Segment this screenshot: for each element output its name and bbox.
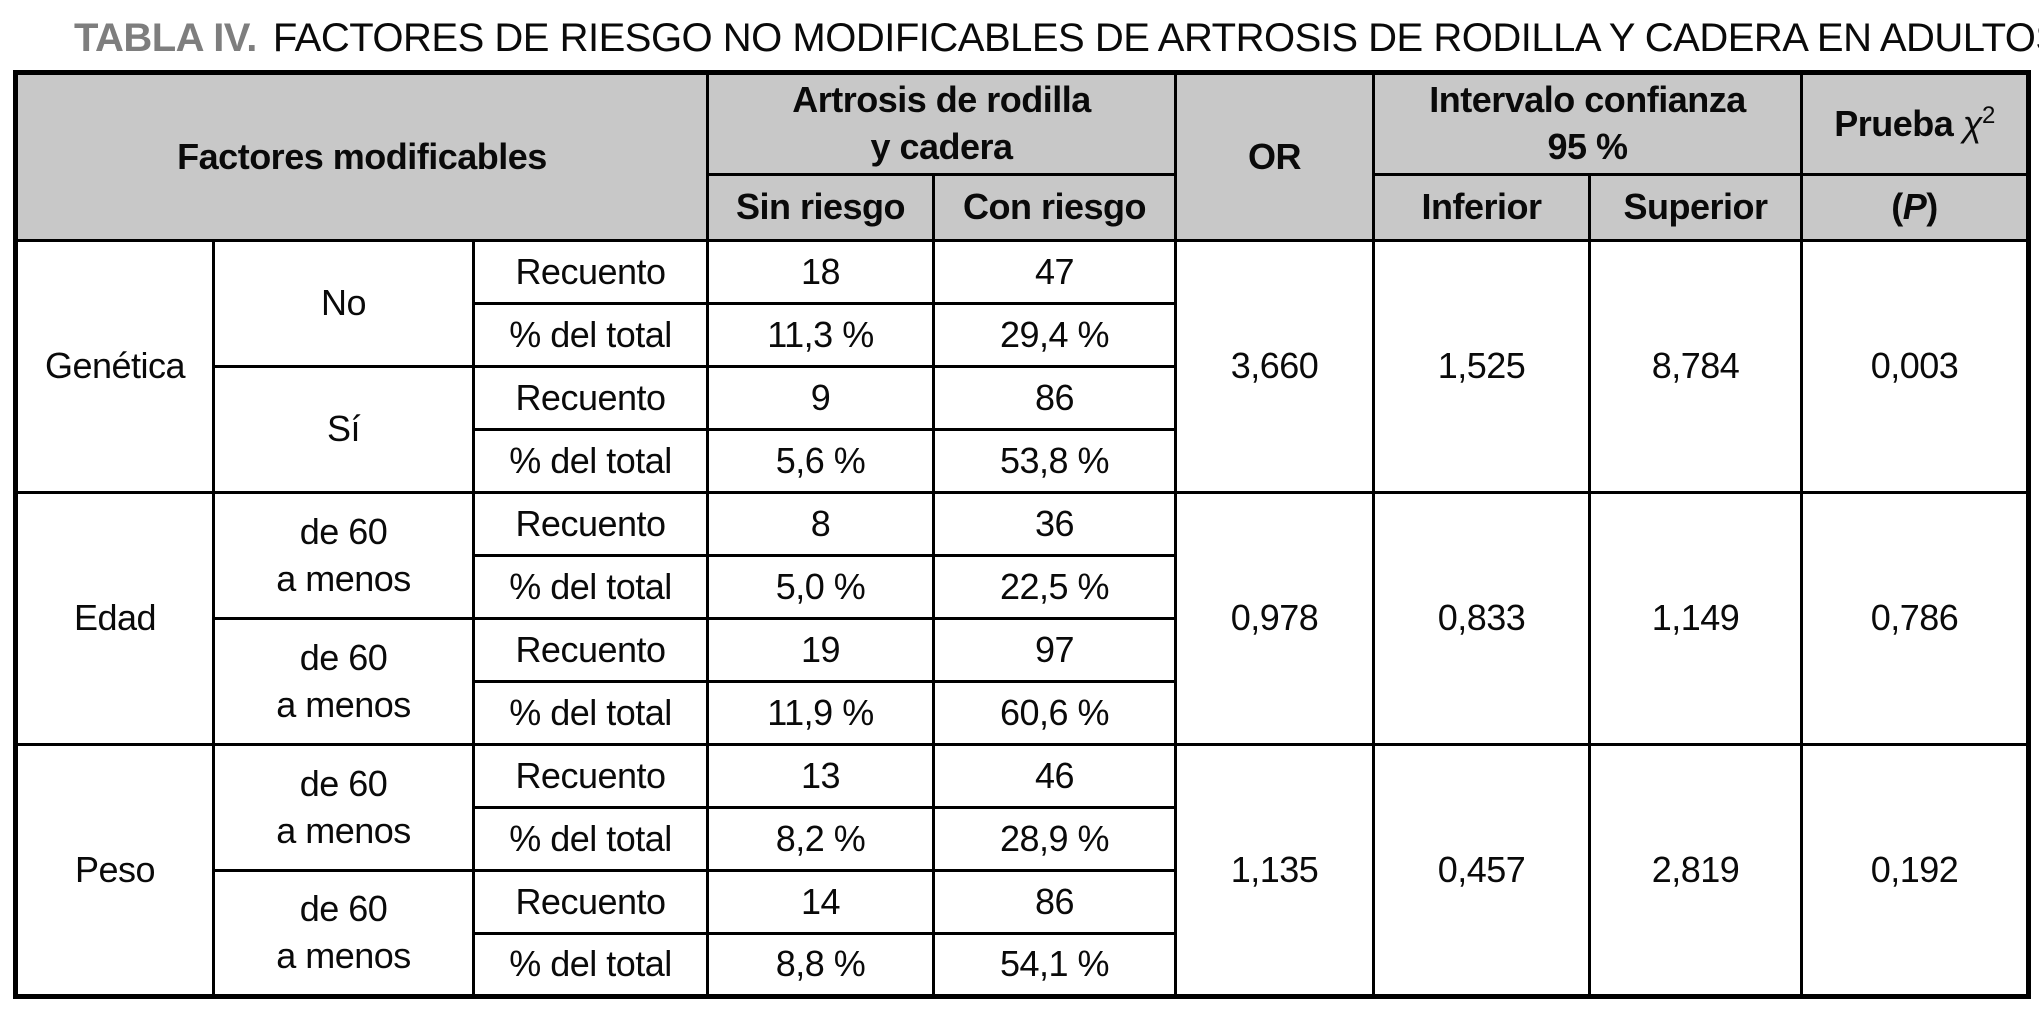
value-sin-riesgo: 13 (706, 743, 935, 809)
header-or: OR (1174, 71, 1376, 242)
value-sin-riesgo: 11,9 % (706, 680, 935, 746)
header-inferior: Inferior (1372, 173, 1592, 242)
p-value: 0,192 (1800, 743, 2031, 998)
p-value: 0,786 (1800, 491, 2031, 746)
factor-name-edad: Edad (14, 491, 215, 746)
p-letter: P (1902, 186, 1927, 228)
value-con-riesgo: 28,9 % (931, 806, 1178, 872)
row-label-pct: % del total (472, 932, 709, 998)
group-label: de 60 a menos (212, 869, 475, 998)
p-paren-open: ( (1891, 186, 1903, 228)
header-superior: Superior (1588, 173, 1804, 242)
row-label-recuento: Recuento (472, 365, 709, 431)
prueba-label: Prueba (1834, 102, 1963, 144)
value-sin-riesgo: 5,0 % (706, 554, 935, 620)
value-con-riesgo: 46 (931, 743, 1178, 809)
value-sin-riesgo: 8,8 % (706, 932, 935, 998)
row-label-recuento: Recuento (472, 617, 709, 683)
value-con-riesgo: 47 (931, 239, 1178, 305)
ci-superior-value: 8,784 (1588, 239, 1804, 494)
ci-inferior-value: 1,525 (1372, 239, 1592, 494)
ci-inferior-value: 0,833 (1372, 491, 1592, 746)
row-label-pct: % del total (472, 428, 709, 494)
value-con-riesgo: 53,8 % (931, 428, 1178, 494)
ci-inferior-value: 0,457 (1372, 743, 1592, 998)
p-value: 0,003 (1800, 239, 2031, 494)
row-label-recuento: Recuento (472, 491, 709, 557)
p-paren-close: ) (1926, 186, 1938, 228)
value-sin-riesgo: 5,6 % (706, 428, 935, 494)
row-label-pct: % del total (472, 302, 709, 368)
factor-name-peso: Peso (14, 743, 215, 998)
group-label: de 60 a menos (212, 617, 475, 746)
table-caption: TABLA IV. FACTORES DE RIESGO NO MODIFICAB… (0, 0, 2039, 60)
row-label-recuento: Recuento (472, 239, 709, 305)
chi-symbol: χ (1962, 102, 1983, 144)
or-value: 0,978 (1174, 491, 1376, 746)
group-label: de 60 a menos (212, 491, 475, 620)
value-sin-riesgo: 8 (706, 491, 935, 557)
header-factores-modificables: Factores modificables (14, 71, 709, 242)
row-label-pct: % del total (472, 806, 709, 872)
ci-superior-value: 2,819 (1588, 743, 1804, 998)
or-value: 3,660 (1174, 239, 1376, 494)
header-p-value: (P) (1800, 173, 2031, 242)
value-sin-riesgo: 9 (706, 365, 935, 431)
header-prueba-chi2: Prueba χ2 (1800, 71, 2031, 176)
value-con-riesgo: 97 (931, 617, 1178, 683)
table-number-label: TABLA IV. (74, 16, 257, 60)
group-label: de 60 a menos (212, 743, 475, 872)
or-value: 1,135 (1174, 743, 1376, 998)
header-con-riesgo: Con riesgo (931, 173, 1178, 242)
row-label-recuento: Recuento (472, 743, 709, 809)
value-sin-riesgo: 11,3 % (706, 302, 935, 368)
value-sin-riesgo: 18 (706, 239, 935, 305)
row-label-pct: % del total (472, 680, 709, 746)
value-con-riesgo: 86 (931, 365, 1178, 431)
value-con-riesgo: 54,1 % (931, 932, 1178, 998)
value-con-riesgo: 60,6 % (931, 680, 1178, 746)
factor-name-genetica: Genética (14, 239, 215, 494)
group-label: No (212, 239, 475, 368)
header-artrosis-rodilla-cadera: Artrosis de rodilla y cadera (705, 71, 1178, 176)
value-sin-riesgo: 19 (706, 617, 935, 683)
value-con-riesgo: 29,4 % (931, 302, 1178, 368)
value-sin-riesgo: 14 (706, 869, 935, 935)
chi-exponent: 2 (1981, 101, 1995, 129)
value-con-riesgo: 22,5 % (931, 554, 1178, 620)
header-sin-riesgo: Sin riesgo (706, 173, 935, 242)
value-con-riesgo: 36 (931, 491, 1178, 557)
risk-factors-table: Factores modificables Artrosis de rodill… (13, 70, 2032, 999)
group-label: Sí (212, 365, 475, 494)
value-con-riesgo: 86 (931, 869, 1178, 935)
table-title-text: FACTORES DE RIESGO NO MODIFICABLES DE AR… (272, 16, 2039, 60)
row-label-recuento: Recuento (472, 869, 709, 935)
header-intervalo-confianza: Intervalo confianza 95 % (1372, 71, 1804, 176)
ci-superior-value: 1,149 (1588, 491, 1804, 746)
value-sin-riesgo: 8,2 % (706, 806, 935, 872)
row-label-pct: % del total (472, 554, 709, 620)
